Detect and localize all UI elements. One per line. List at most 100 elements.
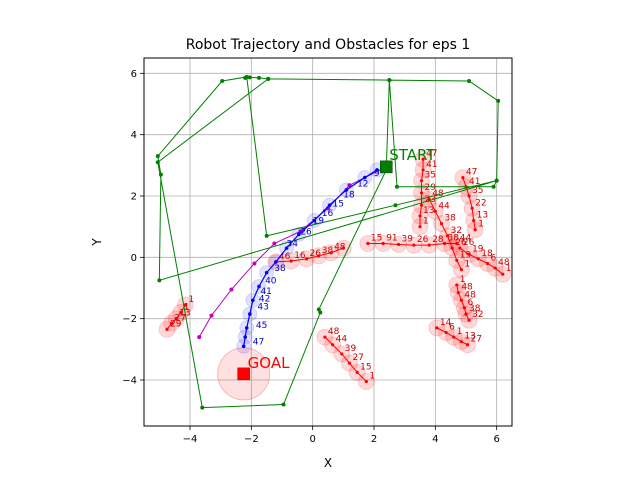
obstacle-point (366, 241, 370, 246)
obstacle-label: 1 (457, 327, 463, 337)
x-tick-label: 6 (493, 434, 499, 445)
boundary-vertex (158, 172, 163, 177)
obstacle-label: 32 (472, 310, 483, 320)
obstacle-label: 26 (310, 249, 322, 259)
obstacle-point (340, 352, 344, 356)
purple-trajectory-point (252, 261, 257, 266)
boundary-vertex (494, 178, 499, 183)
obstacle-label: 22 (475, 198, 486, 208)
obstacle-label: 27 (352, 353, 363, 363)
start-label: START (389, 146, 436, 164)
y-tick-label: 0 (131, 253, 137, 264)
obstacle-point (174, 317, 178, 321)
blue-trajectory-label: 47 (253, 338, 264, 348)
obstacle-label: 35 (472, 186, 483, 196)
obstacle-label: 91 (386, 234, 397, 244)
boundary-vertex (496, 98, 501, 103)
obstacle-point (501, 272, 505, 276)
obstacle-point (329, 251, 333, 255)
obstacle-point (179, 310, 183, 315)
blue-trajectory-label: 9 (374, 169, 380, 179)
boundary-vertex (387, 78, 392, 83)
obstacle-point (304, 257, 309, 261)
obstacle-label: 1 (460, 275, 466, 285)
obstacle-label: 26 (455, 238, 467, 248)
blue-trajectory-label: 34 (287, 240, 299, 250)
obstacle-label: 15 (360, 362, 371, 372)
blue-trajectory-label: 45 (256, 321, 267, 331)
obstacle-label: 38 (444, 214, 456, 224)
boundary-vertex (318, 310, 323, 315)
y-tick-label: −2 (122, 314, 137, 325)
blue-trajectory-label: 42 (259, 295, 270, 305)
obstacle-label: 48 (464, 290, 476, 300)
obstacle-point (435, 326, 439, 330)
blue-trajectory-point (264, 270, 269, 275)
obstacle-label: 6 (449, 322, 455, 332)
obstacle-point (331, 343, 335, 347)
obstacle-point (465, 343, 470, 347)
obstacle-point (473, 228, 477, 232)
obstacle-point (421, 157, 425, 161)
obstacle-point (183, 303, 187, 307)
obstacle-point (476, 257, 480, 261)
obstacle-point (421, 168, 425, 172)
blue-trajectory-point (257, 284, 261, 289)
obstacle-point (341, 246, 345, 250)
blue-trajectory-point (327, 203, 332, 207)
obstacle-label: 1 (188, 295, 194, 305)
boundary-vertex (395, 184, 399, 189)
blue-trajectory-point (248, 312, 252, 316)
obstacle-point (455, 241, 459, 246)
obstacle-point (419, 203, 424, 207)
obstacle-path (324, 336, 367, 382)
obstacle-label: 13 (423, 206, 434, 216)
x-axis-label: X (324, 456, 332, 470)
boundary-vertex (264, 233, 269, 238)
obstacle-point (444, 330, 448, 335)
purple-trajectory-point (229, 287, 234, 292)
obstacle-label: 6 (490, 253, 496, 263)
obstacle-point (427, 243, 431, 247)
blue-trajectory-label: 40 (265, 276, 277, 286)
boundary-vertex (393, 203, 398, 208)
obstacle-label: 28 (432, 235, 444, 245)
blue-trajectory-label: 16 (322, 209, 334, 219)
blue-trajectory-point (244, 326, 249, 330)
purple-trajectory-point (347, 183, 352, 188)
obstacle-point (455, 283, 459, 287)
blue-trajectory-label: 12 (357, 180, 368, 190)
obstacle-label: 38 (448, 234, 460, 244)
obstacle-label: 13 (477, 211, 488, 221)
obstacle-label: 41 (426, 160, 437, 170)
obstacle-label: 38 (469, 304, 481, 314)
boundary-vertex (247, 75, 252, 80)
plot-area: 4741352923131474135221314844383226191261… (143, 57, 513, 427)
boundary-vertex (200, 405, 205, 410)
axes-frame (144, 58, 512, 426)
obstacle-label: 6 (467, 298, 473, 308)
axes-border (143, 57, 513, 427)
obstacle-label: 15 (371, 234, 382, 244)
obstacle-label: 19 (460, 250, 472, 260)
obstacle-label: 1 (506, 264, 512, 274)
obstacle-label: 39 (402, 234, 414, 244)
obstacle-point (467, 318, 471, 322)
obstacle-label: 14 (440, 318, 452, 328)
boundary-vertex (157, 278, 162, 283)
obstacle-label: 27 (175, 313, 186, 323)
boundary-vertex (155, 154, 160, 159)
obstacle-point (419, 179, 424, 183)
x-tick-label: 2 (371, 434, 377, 445)
blue-trajectory-point (251, 298, 255, 303)
purple-trajectory-point (209, 313, 214, 318)
x-tick-label: 0 (309, 434, 315, 445)
obstacle-point (458, 246, 462, 250)
obstacle-label: 26 (463, 238, 475, 248)
blue-trajectory-point (297, 232, 301, 237)
x-tick-label: −4 (183, 434, 198, 445)
